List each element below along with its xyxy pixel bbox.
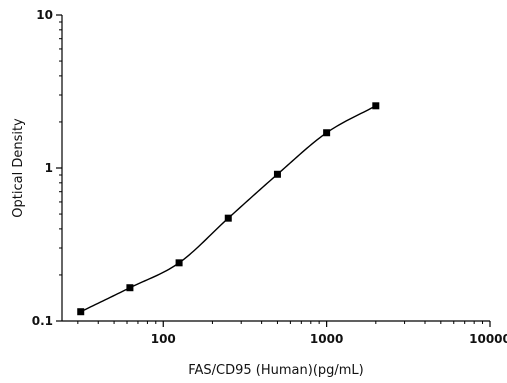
x-axis-title: FAS/CD95 (Human)(pg/mL) (188, 363, 364, 378)
y-tick-label: 1 (45, 161, 53, 175)
x-tick-label: 1000 (310, 332, 343, 346)
y-tick-label: 10 (36, 8, 53, 22)
fit-curve-layer (80, 105, 377, 313)
data-point (126, 284, 134, 292)
data-point (77, 308, 85, 316)
x-tick-label: 100 (151, 332, 176, 346)
data-point (372, 102, 380, 110)
data-point (273, 170, 281, 178)
data-points-layer (77, 102, 380, 316)
fit-curve (80, 105, 377, 313)
axes: 100 1000 10000 0.1 1 10 (32, 8, 507, 346)
data-point (224, 214, 232, 222)
x-tick-label: 10000 (469, 332, 507, 346)
data-point (175, 259, 183, 267)
y-tick-label: 0.1 (32, 314, 53, 328)
data-point (323, 129, 331, 137)
y-axis-title: Optical Density (11, 118, 26, 218)
